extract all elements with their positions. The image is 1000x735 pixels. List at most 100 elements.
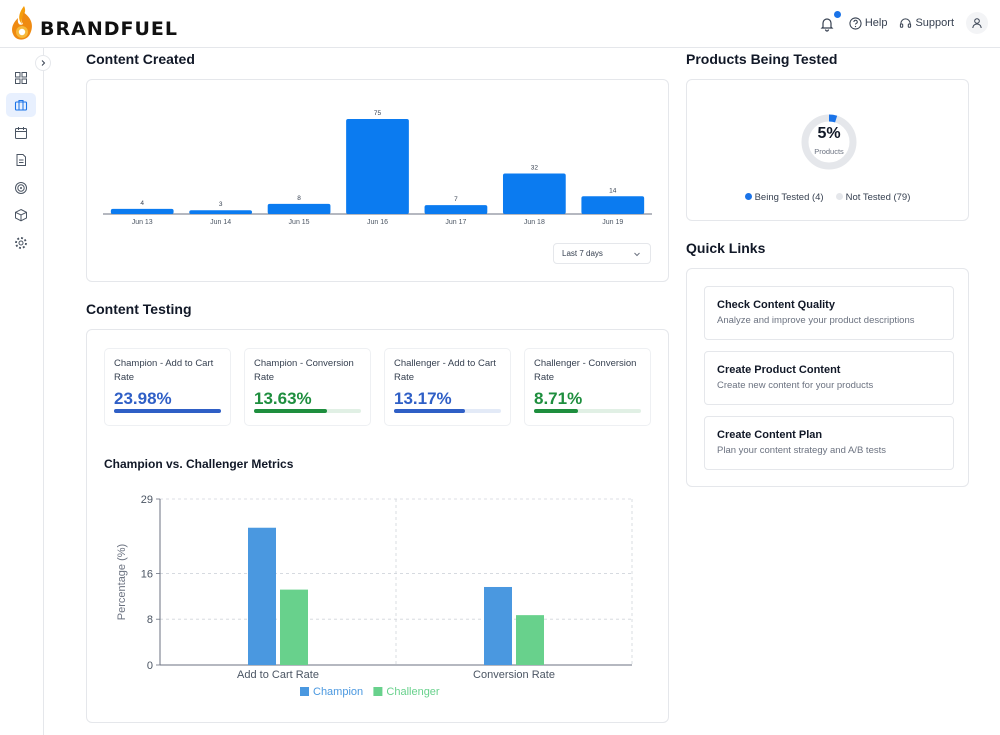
sidebar xyxy=(0,48,44,735)
calendar-icon xyxy=(15,127,27,139)
bell-icon xyxy=(820,18,834,32)
legend-swatch-champion xyxy=(300,687,309,696)
bar-value-label: 75 xyxy=(374,110,382,117)
bar[interactable] xyxy=(110,208,174,214)
support-label: Support xyxy=(915,17,954,29)
bar[interactable] xyxy=(267,203,331,214)
box-icon xyxy=(15,208,27,222)
settings-icon xyxy=(15,237,27,249)
metric-label: Champion - Add to Cart Rate xyxy=(114,358,214,383)
legend-tested-label: Being Tested (4) xyxy=(754,192,824,203)
legend-not-tested-label: Not Tested (79) xyxy=(845,192,911,203)
quick-link-title: Check Content Quality xyxy=(717,299,835,311)
metric-progress-fill xyxy=(254,409,327,413)
bar-value-label: 4 xyxy=(140,200,144,207)
metric-progress-track xyxy=(114,409,221,413)
metric-value: 13.17% xyxy=(394,389,452,408)
bar[interactable] xyxy=(502,173,566,214)
quick-links-card: Check Content Quality Analyze and improv… xyxy=(686,268,969,487)
bar[interactable] xyxy=(424,205,488,214)
brand-name: BRANDFUEL xyxy=(40,18,178,40)
notification-dot xyxy=(833,11,841,18)
metric-label: Challenger - Add to Cart Rate xyxy=(394,358,496,383)
sidebar-item-briefcase[interactable] xyxy=(6,93,36,117)
sidebar-item-products[interactable] xyxy=(6,203,36,227)
sidebar-item-targets[interactable] xyxy=(6,176,36,200)
legend-not-tested-dot xyxy=(835,192,843,200)
bar-value-label: 14 xyxy=(609,187,617,194)
help-icon xyxy=(849,16,862,30)
comparison-chart: 0 8 16 29 Percentage (%) Add to Cart Rate Conv… xyxy=(116,494,633,698)
metric-value: 13.63% xyxy=(254,389,312,408)
metric-progress-fill xyxy=(394,409,465,413)
dashboard-icon xyxy=(15,72,27,84)
bar[interactable] xyxy=(346,119,409,214)
x-tick-label: Jun 14 xyxy=(210,219,231,226)
metric-value: 8.71% xyxy=(534,389,583,408)
legend-tested-dot xyxy=(744,192,752,200)
quick-link-desc: Analyze and improve your product descrip… xyxy=(717,315,915,326)
products-donut-chart xyxy=(801,114,857,170)
metric-label: Challenger - Conversion Rate xyxy=(534,358,637,383)
bar-value-label: 3 xyxy=(219,201,223,208)
notifications-button[interactable] xyxy=(819,11,841,32)
bar-value-label: 7 xyxy=(454,196,458,203)
x-tick-label: Jun 15 xyxy=(289,219,310,226)
legend-label-champion: Champion xyxy=(313,686,363,698)
metric-label: Champion - Conversion Rate xyxy=(254,358,354,383)
bar-challenger[interactable] xyxy=(280,589,308,665)
metric-card-champion-conversion: Champion - Conversion Rate 13.63% xyxy=(244,348,371,426)
x-tick-label: Jun 19 xyxy=(602,219,623,226)
bar[interactable] xyxy=(189,210,253,214)
user-avatar[interactable] xyxy=(966,12,988,34)
metric-card-challenger-cart: Challenger - Add to Cart Rate 13.17% xyxy=(384,348,511,426)
y-tick-label: 16 xyxy=(141,568,153,580)
sidebar-item-dashboard[interactable] xyxy=(6,66,36,90)
y-axis-label: Percentage (%) xyxy=(116,544,128,620)
quick-link-title: Create Product Content xyxy=(717,364,841,376)
quick-link-check-quality[interactable]: Check Content Quality Analyze and improv… xyxy=(704,286,954,340)
x-tick-label: Jun 13 xyxy=(132,219,153,226)
x-tick-label: Jun 18 xyxy=(524,219,545,226)
content-testing-card: Champion - Add to Cart Rate 23.98% Champ… xyxy=(86,329,669,723)
help-button[interactable]: Help xyxy=(849,16,888,30)
bar-champion[interactable] xyxy=(484,586,512,665)
x-tick-label: Jun 16 xyxy=(367,219,388,226)
x-tick-label: Add to Cart Rate xyxy=(237,669,319,681)
comparison-chart-title: Champion vs. Challenger Metrics xyxy=(104,457,294,471)
metric-value: 23.98% xyxy=(114,389,172,408)
y-tick-label: 8 xyxy=(147,614,153,626)
sidebar-item-settings[interactable] xyxy=(6,231,36,255)
date-range-value: Last 7 days xyxy=(562,249,603,258)
legend-tested: Being Tested (4) xyxy=(744,192,824,203)
quick-link-create-content[interactable]: Create Product Content Create new conten… xyxy=(704,351,954,405)
target-icon xyxy=(15,182,27,194)
sidebar-item-documents[interactable] xyxy=(6,148,36,172)
quick-link-desc: Plan your content strategy and A/B tests xyxy=(717,445,886,456)
x-tick-label: Conversion Rate xyxy=(473,669,555,681)
headset-icon xyxy=(900,17,912,28)
bar[interactable] xyxy=(581,196,645,214)
user-icon xyxy=(972,18,982,29)
sidebar-collapse-button[interactable] xyxy=(35,55,51,71)
quick-link-content-plan[interactable]: Create Content Plan Plan your content st… xyxy=(704,416,954,470)
support-button[interactable]: Support xyxy=(899,17,954,30)
brand-logo[interactable]: BRANDFUEL xyxy=(8,4,178,44)
bar-challenger[interactable] xyxy=(516,615,544,665)
metric-progress-track xyxy=(534,409,641,413)
quick-links-title: Quick Links xyxy=(686,240,766,256)
legend-label-challenger: Challenger xyxy=(386,686,440,698)
bar-value-label: 8 xyxy=(297,195,301,202)
metric-card-champion-cart: Champion - Add to Cart Rate 23.98% xyxy=(104,348,231,426)
bar-champion[interactable] xyxy=(248,527,276,665)
metric-card-challenger-conversion: Challenger - Conversion Rate 8.71% xyxy=(524,348,651,426)
help-label: Help xyxy=(864,17,888,29)
quick-link-title: Create Content Plan xyxy=(717,429,823,441)
date-range-select[interactable]: Last 7 days xyxy=(553,243,651,264)
legend-swatch-challenger xyxy=(373,687,383,696)
donut-legend: Being Tested (4) Not Tested (79) xyxy=(687,192,968,203)
y-tick-label: 0 xyxy=(147,660,153,672)
sidebar-item-calendar[interactable] xyxy=(6,121,36,145)
chevron-right-icon xyxy=(41,60,46,66)
bar-value-label: 32 xyxy=(531,164,539,171)
